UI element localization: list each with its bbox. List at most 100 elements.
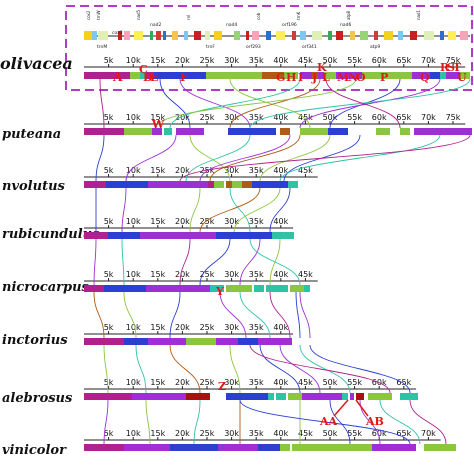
block-vinicolor-1 — [84, 444, 124, 451]
svg-text:nad6: nad6 — [340, 22, 351, 28]
tick-label: 15k — [150, 270, 165, 279]
tick-label: 65k — [396, 429, 411, 438]
annotation-AB: AB — [365, 415, 384, 428]
block-rubicundulus-4 — [164, 232, 216, 239]
block-puteana-12 — [414, 128, 472, 135]
tick-label: 35k — [249, 56, 264, 65]
annotation-J: J — [311, 71, 317, 84]
synteny-link — [121, 238, 125, 286]
synteny-link — [295, 291, 301, 339]
block-inctorius-3 — [148, 338, 186, 345]
tick-label: 70k — [421, 113, 436, 122]
svg-text:nad4: nad4 — [226, 22, 237, 28]
tick-label: 10k — [126, 270, 141, 279]
tick-label: 15k — [150, 429, 165, 438]
block-puteana-3 — [152, 128, 162, 135]
block-nicrocarpus-8 — [266, 285, 288, 292]
synteny-link — [123, 291, 137, 339]
block-nicrocarpus-2 — [104, 285, 146, 292]
species-label-alebrosus: alebrosus — [2, 391, 73, 406]
synteny-link — [309, 344, 411, 394]
block-nvolutus-1 — [84, 181, 106, 188]
tick-label: 75k — [446, 56, 461, 65]
synteny-link — [169, 344, 201, 394]
synteny-link — [325, 78, 401, 129]
svg-text:trnF: trnF — [206, 44, 215, 50]
svg-text:atp9: atp9 — [370, 44, 380, 50]
tick-label: 35k — [249, 429, 264, 438]
tick-label: 55k — [347, 56, 362, 65]
annotation-N: N — [348, 71, 358, 84]
block-inctorius-1 — [84, 338, 124, 345]
tick-label: 10k — [126, 166, 141, 175]
tick-label: 55k — [347, 429, 362, 438]
tick-label: 5k — [104, 217, 114, 226]
block-olivacea-8 — [262, 72, 272, 79]
block-nicrocarpus-5 — [226, 285, 232, 292]
block-nvolutus-3 — [148, 181, 208, 188]
svg-text:orf293: orf293 — [246, 44, 261, 50]
tick-label: 25k — [200, 323, 215, 332]
block-nicrocarpus-1 — [84, 285, 104, 292]
tick-label: 30k — [224, 113, 239, 122]
block-nicrocarpus-10 — [304, 285, 310, 292]
block-olivacea-1 — [84, 72, 114, 79]
annotation-Z: Z — [218, 380, 226, 393]
synteny-link — [329, 399, 351, 445]
synteny-link — [189, 187, 201, 233]
tick-label: 35k — [249, 378, 264, 387]
block-nicrocarpus-4 — [210, 285, 224, 292]
synteny-link — [239, 399, 411, 445]
tick-label: 15k — [150, 113, 165, 122]
species-label-nicrocarpus: nicrocarpus — [2, 280, 90, 295]
tick-label: 5k — [104, 270, 114, 279]
tick-label: 10k — [126, 378, 141, 387]
tick-label: 35k — [249, 270, 264, 279]
synteny-link — [93, 238, 97, 286]
synteny-link — [239, 238, 261, 286]
synteny-link — [145, 399, 151, 445]
block-vinicolor-4 — [218, 444, 258, 451]
tick-label: 45k — [298, 270, 313, 279]
block-alebrosus-13 — [368, 393, 392, 400]
annotation-E: E — [150, 71, 158, 84]
tick-label: 65k — [396, 56, 411, 65]
tick-label: 40k — [273, 56, 288, 65]
tick-label: 10k — [126, 429, 141, 438]
synteny-link — [249, 78, 471, 129]
svg-text:trnW: trnW — [96, 10, 101, 20]
block-vinicolor-6 — [280, 444, 290, 451]
tick-label: 70k — [421, 56, 436, 65]
synteny-link — [99, 78, 105, 129]
synteny-link — [199, 187, 261, 233]
block-olivacea-6 — [154, 72, 206, 79]
tick-label: 20k — [175, 113, 190, 122]
tick-label: 30k — [224, 56, 239, 65]
synteny-link — [409, 399, 447, 445]
block-nvolutus-5 — [214, 181, 224, 188]
synteny-link — [299, 291, 311, 339]
block-olivacea-9 — [272, 72, 284, 79]
block-alebrosus-10 — [342, 393, 348, 400]
block-olivacea-19 — [430, 72, 440, 79]
tick-label: 30k — [224, 323, 239, 332]
svg-text:trnM: trnM — [97, 44, 107, 50]
block-vinicolor-11 — [424, 444, 456, 451]
block-nicrocarpus-9 — [290, 285, 304, 292]
tick-label: 65k — [396, 113, 411, 122]
block-inctorius-5 — [216, 338, 238, 345]
tick-label: 30k — [224, 270, 239, 279]
tick-label: 50k — [323, 378, 338, 387]
synteny-link — [299, 78, 441, 129]
synteny-link — [239, 291, 271, 339]
block-rubicundulus-5 — [216, 232, 242, 239]
block-rubicundulus-2 — [108, 232, 140, 239]
tick-label: 40k — [273, 323, 288, 332]
tick-label: 20k — [175, 429, 190, 438]
tick-label: 20k — [175, 270, 190, 279]
block-rubicundulus-1 — [84, 232, 108, 239]
synteny-link — [121, 187, 127, 233]
block-olivacea-5 — [146, 72, 154, 79]
synteny-link — [155, 78, 357, 129]
block-alebrosus-12 — [356, 393, 364, 400]
